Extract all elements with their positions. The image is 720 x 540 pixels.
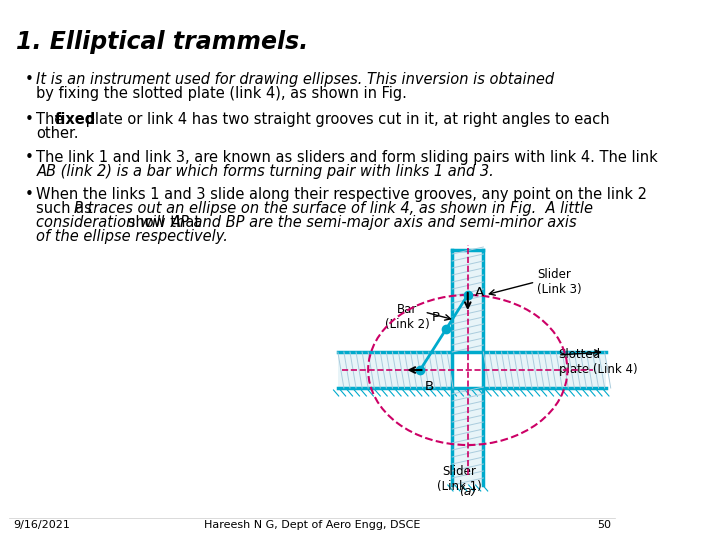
Text: (a): (a) [459,485,477,498]
Text: A: A [474,286,484,299]
Text: B: B [425,380,433,393]
Polygon shape [483,352,606,388]
Text: P: P [431,310,439,324]
Text: 1. Elliptical trammels.: 1. Elliptical trammels. [16,30,308,54]
Text: The link 1 and link 3, are known as sliders and form sliding pairs with link 4. : The link 1 and link 3, are known as slid… [37,150,658,165]
Text: Slotted
plate (Link 4): Slotted plate (Link 4) [559,348,637,376]
Text: of the ellipse respectively.: of the ellipse respectively. [37,229,228,244]
Text: Slider
(Link 3): Slider (Link 3) [537,268,582,296]
Text: AB (link 2) is a bar which forms turning pair with links 1 and 3.: AB (link 2) is a bar which forms turning… [37,164,494,179]
Text: 50: 50 [597,520,611,530]
Text: The: The [37,112,68,127]
Polygon shape [452,250,483,352]
Text: Hareesh N G, Dept of Aero Engg, DSCE: Hareesh N G, Dept of Aero Engg, DSCE [204,520,420,530]
Text: show that: show that [123,215,204,230]
Text: fixed: fixed [55,112,96,127]
Text: by fixing the slotted plate (link 4), as shown in Fig.: by fixing the slotted plate (link 4), as… [37,86,408,101]
Text: Bar
(Link 2): Bar (Link 2) [384,303,430,331]
Text: such as: such as [37,201,97,216]
Text: It is an instrument used for drawing ellipses. This inversion is obtained: It is an instrument used for drawing ell… [37,72,554,87]
Text: 9/16/2021: 9/16/2021 [13,520,70,530]
Text: P traces out an ellipse on the surface of link 4, as shown in Fig.  A little: P traces out an ellipse on the surface o… [73,201,593,216]
Polygon shape [452,388,483,485]
Text: other.: other. [37,126,79,141]
Text: Slider
(Link 1): Slider (Link 1) [437,465,482,493]
Text: When the links 1 and 3 slide along their respective grooves, any point on the li: When the links 1 and 3 slide along their… [37,187,647,202]
Text: •: • [24,112,33,127]
Text: •: • [24,187,33,202]
Polygon shape [338,352,452,388]
Text: consideration will: consideration will [37,215,165,230]
Text: AP and BP are the semi-major axis and semi-minor axis: AP and BP are the semi-major axis and se… [171,215,577,230]
Text: plate or link 4 has two straight grooves cut in it, at right angles to each: plate or link 4 has two straight grooves… [81,112,609,127]
Text: •: • [24,72,33,87]
Text: •: • [24,150,33,165]
